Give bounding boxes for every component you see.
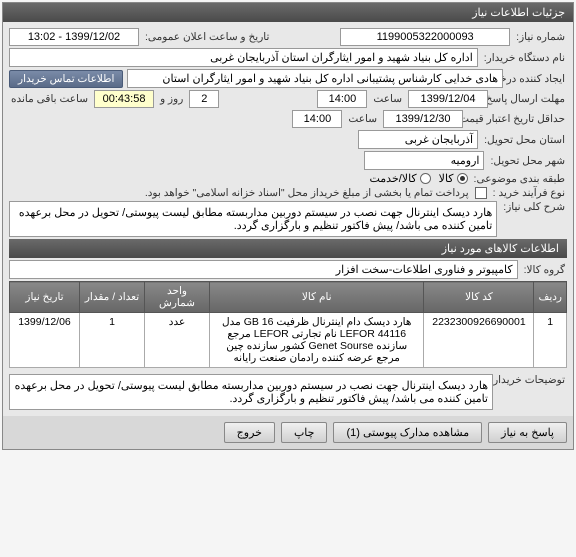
- validity-hour-label: ساعت: [346, 113, 379, 125]
- delivery-city-field: ارومیه: [364, 151, 484, 170]
- radio-circle-icon: [457, 173, 468, 184]
- announce-field: 1399/12/02 - 13:02: [9, 28, 139, 46]
- process-checkbox[interactable]: [475, 187, 487, 199]
- buyer-notes-label: توضیحات خریدار:: [497, 374, 567, 386]
- deadline-label: مهلت ارسال پاسخ:: [492, 93, 567, 105]
- radio-service[interactable]: کالا/خدمت: [369, 172, 430, 185]
- deadline-date-field: 1399/12/04: [408, 90, 488, 108]
- req-number-label: شماره نیاز:: [514, 31, 567, 43]
- budget-radio-group: کالا کالا/خدمت: [369, 172, 467, 185]
- desc-textarea: هارد دیسک اینترنال جهت نصب در سیستم دورب…: [9, 201, 497, 237]
- row-desc: شرح کلی نیاز: هارد دیسک اینترنال جهت نصب…: [9, 201, 567, 237]
- process-text: پرداخت تمام یا بخشی از مبلغ خریداز محل "…: [143, 187, 471, 199]
- time-remain-field: 00:43:58: [94, 90, 154, 108]
- cell-code: 2232300926690001: [424, 313, 534, 368]
- requester-field: هادی خدایی کارشناس پشتیبانی اداره کل بنی…: [127, 69, 503, 88]
- radio-circle-icon: [420, 173, 431, 184]
- col-idx: ردیف: [534, 282, 567, 313]
- deadline-hour-field: 14:00: [317, 90, 367, 108]
- budget-class-label: طبقه بندی موضوعی:: [472, 173, 567, 185]
- panel-header: جزئیات اطلاعات نیاز: [3, 3, 573, 22]
- row-delivery-province: استان محل تحویل: آذربایجان غربی: [9, 130, 567, 149]
- delivery-province-label: استان محل تحویل:: [482, 134, 567, 146]
- col-date: تاریخ نیاز: [10, 282, 80, 313]
- print-button[interactable]: چاپ: [281, 422, 328, 443]
- desc-label: شرح کلی نیاز:: [501, 201, 567, 213]
- reply-button[interactable]: پاسخ به نیاز: [488, 422, 567, 443]
- items-section-bar: اطلاعات کالاهای مورد نیاز: [9, 239, 567, 258]
- days-sep-label: روز و: [158, 93, 185, 105]
- row-validity: حداقل تاریخ اعتبار قیمت: 1399/12/30 ساعت…: [9, 110, 567, 128]
- cell-unit: عدد: [145, 313, 210, 368]
- row-group: گروه کالا: کامپیوتر و فناوری اطلاعات-سخت…: [9, 260, 567, 279]
- table-header-row: ردیف کد کالا نام کالا واحد شمارش تعداد /…: [10, 282, 567, 313]
- col-code: کد کالا: [424, 282, 534, 313]
- items-table: ردیف کد کالا نام کالا واحد شمارش تعداد /…: [9, 281, 567, 368]
- row-req-number: شماره نیاز: 1199005322000093 تاریخ و ساع…: [9, 28, 567, 46]
- footer-buttons: پاسخ به نیاز مشاهده مدارک پیوستی (1) چاپ…: [3, 416, 573, 449]
- radio-kala[interactable]: کالا: [439, 172, 468, 185]
- col-qty: تعداد / مقدار: [80, 282, 145, 313]
- buyer-org-label: نام دستگاه خریدار:: [482, 52, 567, 64]
- row-buyer-org: نام دستگاه خریدار: اداره کل بنیاد شهید و…: [9, 48, 567, 67]
- announce-label: تاریخ و ساعت اعلان عمومی:: [143, 31, 271, 43]
- row-deadline: مهلت ارسال پاسخ: 1399/12/04 ساعت 14:00 2…: [9, 90, 567, 108]
- validity-hour-field: 14:00: [292, 110, 342, 128]
- group-label: گروه کالا:: [522, 264, 567, 276]
- col-unit: واحد شمارش: [145, 282, 210, 313]
- delivery-province-field: آذربایجان غربی: [358, 130, 478, 149]
- row-requester: ایجاد کننده درخواست: هادی خدایی کارشناس …: [9, 69, 567, 88]
- req-number-field: 1199005322000093: [340, 28, 510, 46]
- process-label: نوع فرآیند خرید :: [491, 187, 567, 199]
- radio-service-label: کالا/خدمت: [369, 172, 416, 185]
- deadline-hour-label: ساعت: [371, 93, 404, 105]
- row-budget-class: طبقه بندی موضوعی: کالا کالا/خدمت: [9, 172, 567, 185]
- requester-label: ایجاد کننده درخواست:: [507, 73, 567, 85]
- panel-body: شماره نیاز: 1199005322000093 تاریخ و ساع…: [3, 22, 573, 416]
- delivery-city-label: شهر محل تحویل:: [488, 155, 567, 167]
- cell-name: هارد دیسک دام اینترنال ظرفیت GB 16 مدل L…: [210, 313, 424, 368]
- row-delivery-city: شهر محل تحویل: ارومیه: [9, 151, 567, 170]
- row-process: نوع فرآیند خرید : پرداخت تمام یا بخشی از…: [9, 187, 567, 199]
- table-row: 1 2232300926690001 هارد دیسک دام اینترنا…: [10, 313, 567, 368]
- days-remain-field: 2: [189, 90, 219, 108]
- exit-button[interactable]: خروج: [224, 422, 275, 443]
- col-name: نام کالا: [210, 282, 424, 313]
- time-remain-label: ساعت باقی مانده: [9, 93, 90, 105]
- radio-kala-label: کالا: [439, 172, 454, 185]
- cell-qty: 1: [80, 313, 145, 368]
- buyer-org-field: اداره کل بنیاد شهید و امور ایثارگران است…: [9, 48, 478, 67]
- row-buyer-notes: توضیحات خریدار: هارد دیسک اینترنال جهت ن…: [9, 374, 567, 410]
- cell-idx: 1: [534, 313, 567, 368]
- validity-label: حداقل تاریخ اعتبار قیمت:: [467, 113, 567, 125]
- group-field: کامپیوتر و فناوری اطلاعات-سخت افزار: [9, 260, 518, 279]
- panel-title: جزئیات اطلاعات نیاز: [472, 6, 565, 19]
- validity-date-field: 1399/12/30: [383, 110, 463, 128]
- buyer-notes-textarea: هارد دیسک اینترنال جهت نصب در سیستم دورب…: [9, 374, 493, 410]
- main-panel: جزئیات اطلاعات نیاز شماره نیاز: 11990053…: [2, 2, 574, 450]
- attachments-button[interactable]: مشاهده مدارک پیوستی (1): [333, 422, 482, 443]
- cell-date: 1399/12/06: [10, 313, 80, 368]
- contact-buyer-button[interactable]: اطلاعات تماس خریدار: [9, 70, 123, 88]
